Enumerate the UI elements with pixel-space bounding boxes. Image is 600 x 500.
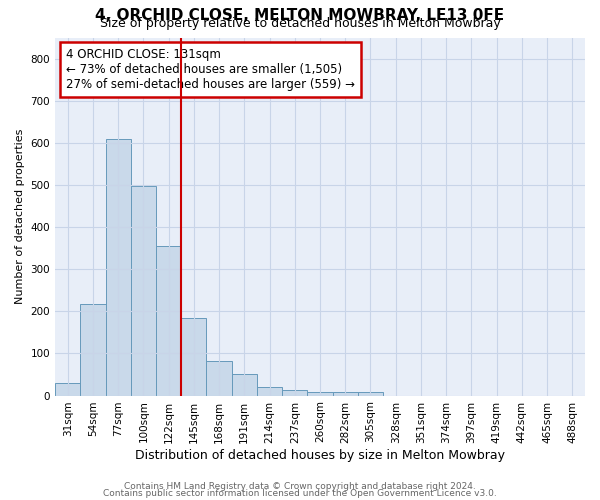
X-axis label: Distribution of detached houses by size in Melton Mowbray: Distribution of detached houses by size … bbox=[135, 450, 505, 462]
Bar bbox=[55, 382, 80, 396]
Text: Size of property relative to detached houses in Melton Mowbray: Size of property relative to detached ho… bbox=[100, 18, 500, 30]
Bar bbox=[156, 246, 181, 396]
Text: 4, ORCHID CLOSE, MELTON MOWBRAY, LE13 0FE: 4, ORCHID CLOSE, MELTON MOWBRAY, LE13 0F… bbox=[95, 8, 505, 22]
Text: Contains HM Land Registry data © Crown copyright and database right 2024.: Contains HM Land Registry data © Crown c… bbox=[124, 482, 476, 491]
Bar bbox=[358, 392, 383, 396]
Bar bbox=[131, 186, 156, 396]
Bar bbox=[181, 318, 206, 396]
Y-axis label: Number of detached properties: Number of detached properties bbox=[15, 129, 25, 304]
Text: Contains public sector information licensed under the Open Government Licence v3: Contains public sector information licen… bbox=[103, 489, 497, 498]
Text: 4 ORCHID CLOSE: 131sqm
← 73% of detached houses are smaller (1,505)
27% of semi-: 4 ORCHID CLOSE: 131sqm ← 73% of detached… bbox=[65, 48, 355, 91]
Bar bbox=[206, 360, 232, 396]
Bar bbox=[332, 392, 358, 396]
Bar bbox=[232, 374, 257, 396]
Bar bbox=[80, 304, 106, 396]
Bar bbox=[282, 390, 307, 396]
Bar bbox=[106, 138, 131, 396]
Bar bbox=[307, 392, 332, 396]
Bar bbox=[257, 386, 282, 396]
